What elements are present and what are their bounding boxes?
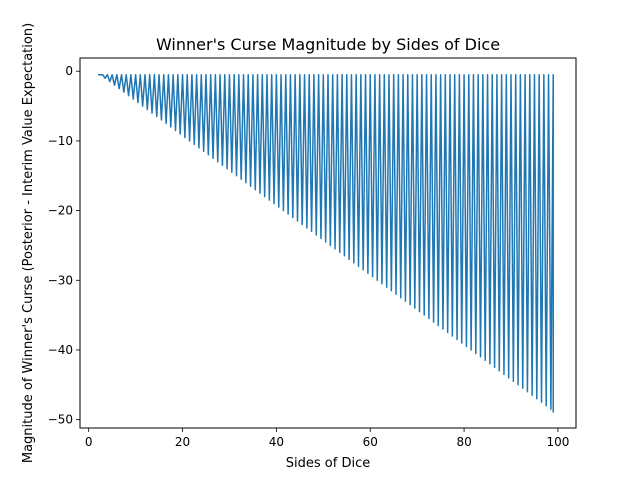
x-tick-label: 20	[175, 435, 190, 449]
x-axis-label: Sides of Dice	[286, 456, 370, 471]
chart-title: Winner's Curse Magnitude by Sides of Dic…	[156, 35, 500, 54]
y-axis: 0 −10 −20 −30 −40 −50	[48, 64, 80, 427]
y-tick-label: −10	[48, 134, 73, 148]
y-tick-label: −40	[48, 343, 73, 357]
series-line	[98, 73, 554, 413]
y-axis-label: Magnitude of Winner's Curse (Posterior -…	[21, 23, 36, 463]
x-tick-label: 0	[85, 435, 93, 449]
axes-frame	[79, 57, 577, 429]
x-tick-label: 100	[546, 435, 569, 449]
x-axis: 0 20 40 60 80 100	[85, 428, 569, 449]
y-tick-label: −50	[48, 413, 73, 427]
x-tick-label: 40	[269, 435, 284, 449]
y-tick-label: −20	[48, 204, 73, 218]
plot-area: 0 20 40 60 80 100 0 −10 −20 −30 −40 −50	[48, 57, 577, 449]
x-tick-label: 60	[363, 435, 378, 449]
y-tick-label: −30	[48, 273, 73, 287]
x-tick-label: 80	[456, 435, 471, 449]
y-tick-label: 0	[65, 64, 73, 78]
